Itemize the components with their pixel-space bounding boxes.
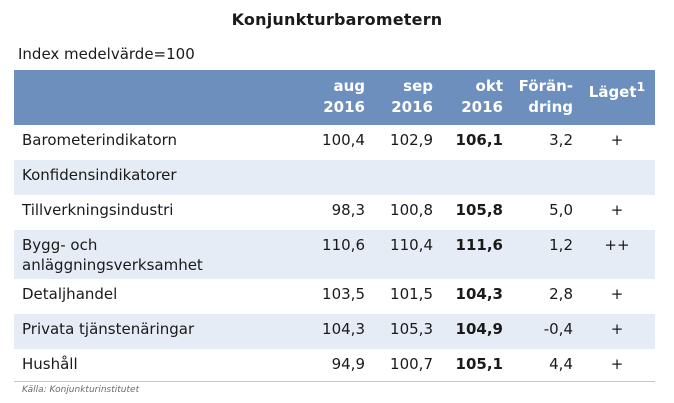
header-forandring-line2: dring — [528, 98, 573, 116]
page-title: Konjunkturbarometern — [231, 10, 443, 29]
row-okt: 105,1 — [455, 355, 503, 373]
table-row: Tillverkningsindustri 98,3 100,8 105,8 5… — [14, 195, 655, 230]
table-row: Detaljhandel 103,5 101,5 104,3 2,8 + — [14, 279, 655, 314]
row-forandring: 4,4 — [549, 355, 573, 373]
row-sep: 110,4 — [390, 236, 433, 254]
row-laget: + — [610, 355, 624, 373]
row-sep — [371, 160, 439, 195]
header-okt-year: 2016 — [461, 98, 503, 116]
row-aug: 98,3 — [331, 201, 365, 219]
row-label: Tillverkningsindustri — [22, 201, 174, 219]
table-row: Bygg- och anläggningsverksamhet 110,6 11… — [14, 230, 655, 279]
header-okt: okt 2016 — [439, 70, 509, 125]
row-forandring: 3,2 — [549, 131, 573, 149]
table-bottom-divider — [14, 381, 655, 382]
row-okt: 104,9 — [455, 320, 503, 338]
row-label: Hushåll — [22, 355, 78, 373]
row-label-line2: anläggningsverksamhet — [22, 256, 203, 274]
row-laget: + — [610, 201, 624, 219]
header-forandring-line1: Förän- — [518, 77, 573, 95]
row-okt: 105,8 — [455, 201, 503, 219]
row-aug: 100,4 — [322, 131, 365, 149]
row-forandring — [509, 160, 579, 195]
row-label: Barometerindikatorn — [22, 131, 178, 149]
table-row: Privata tjänstenäringar 104,3 105,3 104,… — [14, 314, 655, 349]
header-okt-month: okt — [475, 77, 503, 95]
header-laget-footnote: 1 — [636, 79, 646, 94]
header-aug-month: aug — [333, 77, 365, 95]
row-forandring: 2,8 — [549, 285, 573, 303]
row-sep: 105,3 — [390, 320, 433, 338]
row-sep: 101,5 — [390, 285, 433, 303]
table-row: Barometerindikatorn 100,4 102,9 106,1 3,… — [14, 125, 655, 160]
header-sep-month: sep — [403, 77, 433, 95]
row-okt: 106,1 — [455, 131, 503, 149]
row-laget: + — [610, 285, 624, 303]
table-row: Hushåll 94,9 100,7 105,1 4,4 + — [14, 349, 655, 384]
row-label: Bygg- och anläggningsverksamhet — [14, 230, 287, 279]
row-label-line1: Bygg- och — [22, 236, 98, 254]
row-forandring: 1,2 — [549, 236, 573, 254]
table-header-row: aug 2016 sep 2016 okt 2016 Förän- dring … — [14, 70, 655, 125]
barometer-table: aug 2016 sep 2016 okt 2016 Förän- dring … — [14, 70, 655, 384]
row-okt: 111,6 — [455, 236, 503, 254]
header-forandring: Förän- dring — [509, 70, 579, 125]
header-aug-year: 2016 — [323, 98, 365, 116]
row-sep: 102,9 — [390, 131, 433, 149]
row-aug: 110,6 — [322, 236, 365, 254]
header-label — [14, 70, 287, 125]
index-note: Index medelvärde=100 — [18, 45, 195, 63]
row-sep: 100,8 — [390, 201, 433, 219]
header-sep-year: 2016 — [391, 98, 433, 116]
row-label: Privata tjänstenäringar — [22, 320, 195, 338]
header-laget: Läget1 — [579, 70, 655, 125]
row-label: Konfidensindikatorer — [22, 166, 177, 184]
row-label: Detaljhandel — [22, 285, 118, 303]
row-laget: ++ — [604, 236, 630, 254]
row-laget: + — [610, 320, 624, 338]
table-row: Konfidensindikatorer — [14, 160, 655, 195]
header-laget-text: Läget — [588, 83, 637, 101]
header-sep: sep 2016 — [371, 70, 439, 125]
row-aug: 104,3 — [322, 320, 365, 338]
row-laget — [579, 160, 655, 195]
header-aug: aug 2016 — [287, 70, 371, 125]
row-aug — [287, 160, 371, 195]
row-okt: 104,3 — [455, 285, 503, 303]
row-forandring: 5,0 — [549, 201, 573, 219]
source-note: Källa: Konjunkturinstitutet — [22, 385, 140, 395]
row-forandring: -0,4 — [543, 320, 573, 338]
row-laget: + — [610, 131, 624, 149]
row-aug: 94,9 — [331, 355, 365, 373]
row-sep: 100,7 — [390, 355, 433, 373]
row-okt — [439, 160, 509, 195]
row-aug: 103,5 — [322, 285, 365, 303]
